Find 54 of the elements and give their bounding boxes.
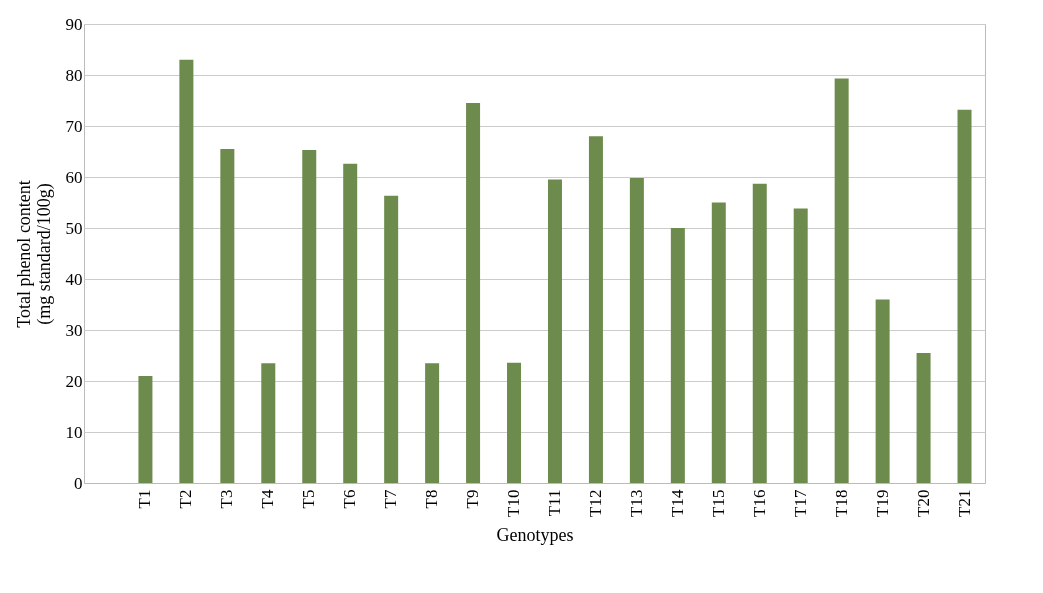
bar bbox=[220, 148, 235, 483]
x-tick-label: T6 bbox=[340, 489, 360, 509]
x-tick-label: T13 bbox=[626, 489, 646, 517]
x-tick-label: T9 bbox=[463, 489, 483, 509]
y-tick-label: 60 bbox=[65, 167, 83, 187]
y-tick-label: 90 bbox=[65, 14, 83, 34]
bar bbox=[793, 208, 808, 483]
x-axis-title: Genotypes bbox=[496, 524, 574, 545]
x-tick-label: T16 bbox=[749, 489, 769, 517]
bar bbox=[957, 109, 972, 483]
bar bbox=[343, 163, 358, 483]
x-tick-label: T10 bbox=[504, 489, 524, 517]
x-tick-label: T8 bbox=[422, 489, 442, 509]
x-tick-label: T5 bbox=[299, 489, 319, 509]
x-tick-label: T2 bbox=[176, 489, 196, 509]
bar bbox=[711, 202, 726, 483]
x-tick-label: T14 bbox=[667, 489, 687, 517]
bar bbox=[179, 59, 194, 483]
x-tick-label: T19 bbox=[872, 489, 892, 517]
x-tick-label: T17 bbox=[790, 489, 810, 517]
bar bbox=[384, 195, 399, 483]
x-tick-label: T12 bbox=[585, 489, 605, 517]
x-tick-label: T18 bbox=[831, 489, 851, 517]
bar bbox=[916, 352, 931, 483]
bar bbox=[466, 103, 481, 483]
x-tick-label: T20 bbox=[913, 489, 933, 517]
y-tick-label: 30 bbox=[65, 320, 83, 340]
y-tick-label: 50 bbox=[65, 218, 83, 238]
bar bbox=[629, 178, 644, 483]
y-tick-label: 80 bbox=[65, 65, 83, 85]
bar bbox=[138, 375, 153, 483]
x-tick-label: T15 bbox=[708, 489, 728, 517]
bar bbox=[507, 362, 522, 483]
bar bbox=[302, 149, 317, 483]
x-tick-label: T11 bbox=[544, 489, 564, 517]
y-axis-title: Total phenol content (mg standard/100g) bbox=[13, 180, 55, 328]
y-tick-label: 10 bbox=[65, 422, 83, 442]
y-tick-label: 70 bbox=[65, 116, 83, 136]
bar bbox=[834, 78, 849, 483]
x-tick-label: T1 bbox=[135, 489, 155, 509]
bar bbox=[875, 299, 890, 483]
x-tick-label: T3 bbox=[217, 489, 237, 509]
bar bbox=[670, 228, 685, 483]
y-tick-label: 0 bbox=[74, 473, 83, 493]
x-tick-label: T21 bbox=[954, 489, 974, 517]
x-tick-label: T7 bbox=[381, 489, 401, 509]
bar bbox=[425, 363, 440, 483]
y-tick-label: 20 bbox=[65, 371, 83, 391]
bar bbox=[752, 183, 767, 483]
x-tick-label: T4 bbox=[258, 489, 278, 509]
bar bbox=[588, 136, 603, 483]
y-tick-label: 40 bbox=[65, 269, 83, 289]
bar bbox=[261, 363, 276, 483]
bar bbox=[547, 179, 562, 483]
